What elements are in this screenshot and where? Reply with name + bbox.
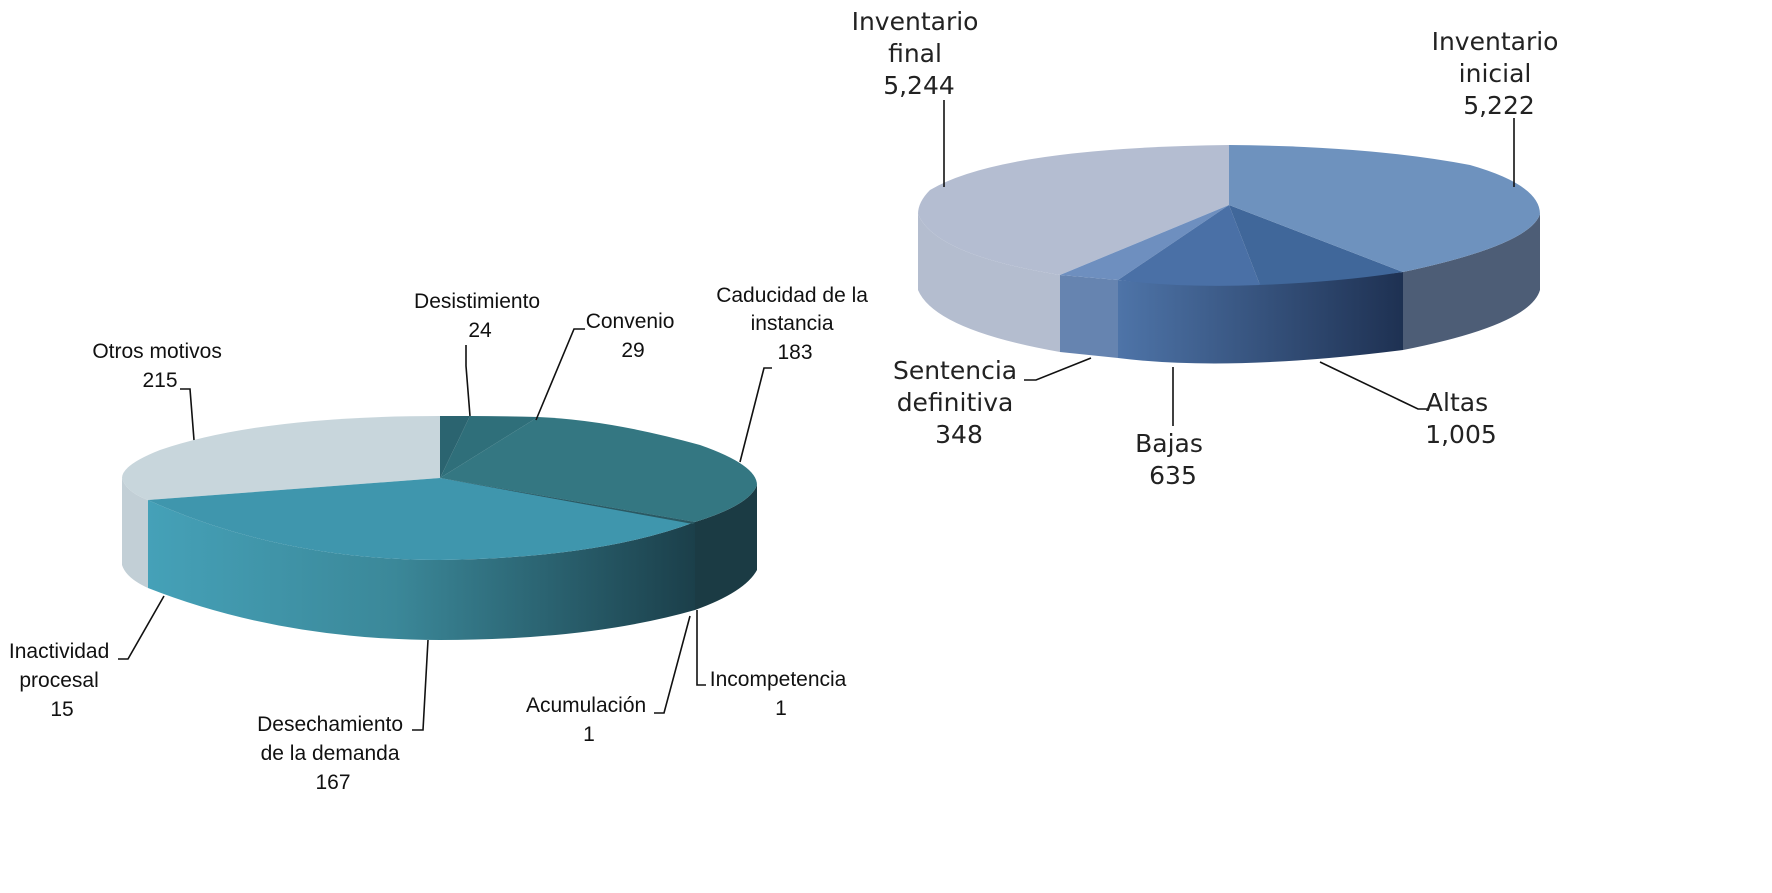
label-desistimiento-name: Desistimiento — [414, 290, 540, 313]
label-acumulacion-value: 1 — [583, 723, 595, 746]
label-sentencia-value: 348 — [935, 420, 983, 449]
label-inventario-inicial-value: 5,222 — [1463, 91, 1535, 120]
pie-side-inventario-inicial — [1403, 214, 1540, 350]
label-desechamiento-name-line1: Desechamiento — [257, 713, 403, 736]
pie-side-sentencia — [1060, 275, 1118, 358]
leader-incompetencia — [696, 610, 706, 686]
pie-slice-otros-motivos — [122, 416, 440, 500]
leader-desistimiento — [465, 345, 471, 417]
label-inventario-final-value: 5,244 — [883, 71, 955, 100]
label-bajas-name: Bajas — [1135, 429, 1203, 458]
label-acumulacion: Acumulación 1 — [526, 694, 652, 746]
label-inventario-final: Inventario final 5,244 — [852, 7, 987, 100]
pie-side-bajas-altas — [1118, 272, 1403, 364]
leader-altas — [1319, 361, 1428, 410]
pie-chart-inventory: Inventario final 5,244 Inventario inicia… — [852, 7, 1567, 490]
label-inactividad-name-line1: Inactividad — [9, 640, 109, 663]
pie-slice-bajas — [1118, 205, 1260, 286]
label-caducidad-value: 183 — [777, 341, 812, 364]
leader-sentencia — [1024, 357, 1092, 381]
pie-side-inventario-final — [918, 214, 1060, 352]
label-desechamiento-value: 167 — [315, 771, 350, 794]
label-acumulacion-name: Acumulación — [526, 694, 646, 717]
label-sentencia-name-line2: definitiva — [897, 388, 1014, 417]
pie-chart-motives: Desistimiento 24 Convenio 29 Caducidad d… — [9, 284, 874, 794]
label-incompetencia-name: Incompetencia — [710, 668, 847, 691]
leader-otros-motivos — [180, 388, 195, 441]
label-convenio-name: Convenio — [586, 310, 675, 333]
label-inactividad-value: 15 — [50, 698, 73, 721]
pie-slice-inventario-final — [918, 145, 1229, 275]
label-desistimiento-value: 24 — [468, 319, 492, 342]
leader-acumulacion — [654, 615, 691, 714]
label-bajas: Bajas 635 — [1135, 429, 1211, 490]
label-otros-motivos: Otros motivos 215 — [92, 340, 227, 392]
label-desechamiento-name-line2: de la demanda — [261, 742, 400, 765]
label-desechamiento: Desechamiento de la demanda 167 — [257, 713, 409, 794]
label-inactividad-name-line2: procesal — [19, 669, 98, 692]
leader-desechamiento — [412, 639, 429, 731]
pie-slice-altas — [1229, 205, 1403, 285]
label-inventario-final-name-line1: Inventario — [852, 7, 979, 36]
label-otros-motivos-name: Otros motivos — [92, 340, 222, 363]
label-altas-name: Altas — [1426, 388, 1488, 417]
pie-slice-sentencia — [1060, 205, 1229, 280]
pie-slice-convenio — [440, 416, 538, 478]
label-sentencia-name-line1: Sentencia — [893, 356, 1017, 385]
label-convenio-value: 29 — [621, 339, 644, 362]
label-altas: Altas 1,005 — [1425, 388, 1497, 449]
label-inactividad: Inactividad procesal 15 — [9, 640, 115, 721]
label-inventario-inicial-name-line2: inicial — [1459, 59, 1532, 88]
label-desistimiento: Desistimiento 24 — [414, 290, 546, 342]
pie-slice-inventario-inicial — [1229, 145, 1540, 272]
label-inventario-inicial: Inventario inicial 5,222 — [1432, 27, 1567, 120]
pie-side-caducidad — [695, 485, 757, 610]
pie-slice-desistimiento — [440, 416, 470, 478]
label-sentencia: Sentencia definitiva 348 — [893, 356, 1025, 449]
label-otros-motivos-value: 215 — [142, 369, 177, 392]
label-inventario-final-name-line2: final — [888, 39, 942, 68]
pie-side-otros-motivos — [122, 478, 148, 588]
pie-slice-caducidad — [440, 417, 757, 522]
label-altas-value: 1,005 — [1425, 420, 1497, 449]
leader-inactividad — [118, 595, 165, 660]
label-incompetencia-value: 1 — [775, 697, 787, 720]
label-incompetencia: Incompetencia 1 — [710, 668, 852, 720]
label-inventario-inicial-name-line1: Inventario — [1432, 27, 1559, 56]
label-bajas-value: 635 — [1149, 461, 1197, 490]
label-caducidad-name-line2: instancia — [751, 312, 834, 335]
pie-side-desechamiento — [148, 500, 695, 640]
label-caducidad: Caducidad de la instancia 183 — [716, 284, 874, 364]
pie-slice-incompetencia — [440, 478, 695, 524]
label-convenio: Convenio 29 — [586, 310, 681, 362]
leader-caducidad — [739, 367, 772, 463]
leader-convenio — [535, 328, 585, 421]
label-caducidad-name-line1: Caducidad de la — [716, 284, 868, 307]
